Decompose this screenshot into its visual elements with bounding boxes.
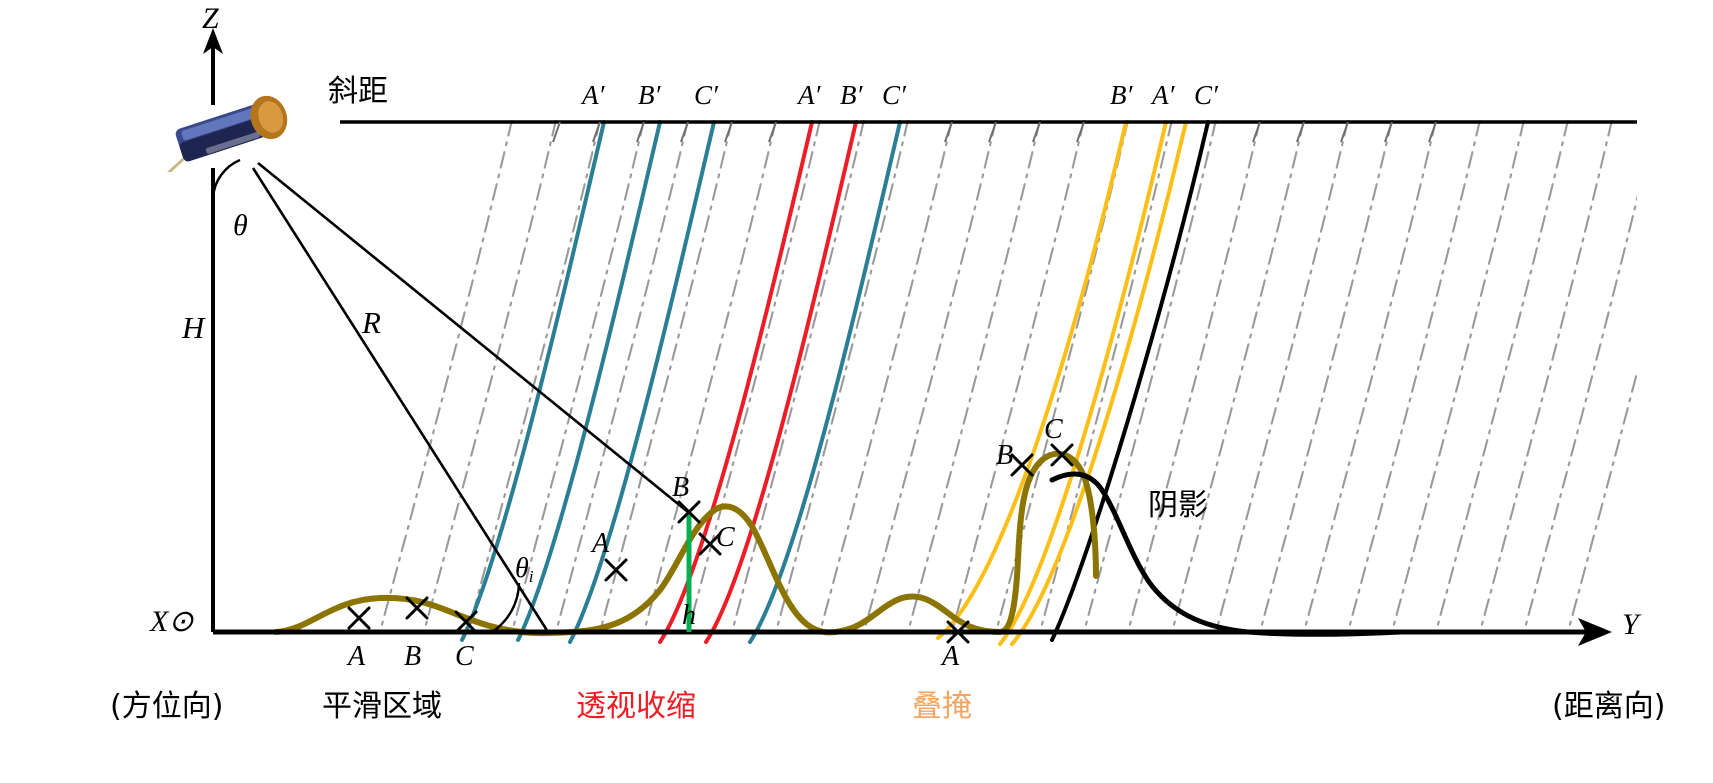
y-axis-arrowhead xyxy=(1578,618,1612,646)
slant-label-smooth-B: B′ xyxy=(638,80,661,110)
marker-layover-C xyxy=(1050,443,1074,467)
ground-label-smooth-C: C xyxy=(455,641,474,672)
slant-label-fore-B: B′ xyxy=(840,80,863,110)
marker-layover-B xyxy=(1010,453,1034,477)
hill-label-layover-C: C xyxy=(1044,414,1063,445)
ray-shadow xyxy=(1050,120,1210,642)
terrain-height-label: h xyxy=(682,600,696,631)
incidence-angle-arc xyxy=(491,582,521,634)
slant-label-layover-A: A′ xyxy=(1152,80,1175,110)
beam-slant-range-R xyxy=(257,161,689,514)
slant-range-label: 斜距 xyxy=(328,74,388,109)
foreshortening-bounding-ray xyxy=(748,120,902,644)
ground-label-layover-A: A xyxy=(942,641,960,672)
slant-label-smooth-A: A′ xyxy=(582,80,605,110)
caption-layover: 叠掩 xyxy=(912,689,972,724)
ray-layover-C xyxy=(1010,120,1188,646)
layover-rays xyxy=(936,120,1188,646)
ray-layover-B xyxy=(936,120,1128,640)
shadow-boundary-ray xyxy=(1050,120,1210,642)
x-axis-label: X⊙ xyxy=(150,605,194,638)
height-label: H xyxy=(182,310,205,345)
z-axis-arrowhead xyxy=(203,28,223,54)
z-axis-label: Z xyxy=(202,2,219,35)
iso-range-arcs xyxy=(379,120,1637,630)
marker-fore-C xyxy=(698,532,722,556)
slant-label-fore-C: C′ xyxy=(882,80,906,110)
caption-azimuth: (方位向) xyxy=(110,689,224,724)
look-angle-label: θ xyxy=(233,209,248,242)
slant-label-layover-B: B′ xyxy=(1110,80,1133,110)
ray-smooth-B xyxy=(516,120,662,642)
incidence-angle-subscript: i xyxy=(528,566,534,586)
ray-fore-C xyxy=(748,120,902,644)
look-angle-arc xyxy=(211,158,241,199)
incidence-angle-label: θi xyxy=(515,553,534,587)
ground-label-smooth-B: B xyxy=(404,641,422,672)
marker-fore-B xyxy=(677,500,701,524)
ray-layover-A xyxy=(998,120,1168,646)
foreshortening-rays xyxy=(658,120,858,644)
ray-fore-right xyxy=(704,120,858,644)
caption-range: (距离向) xyxy=(1552,689,1666,724)
marker-smooth-B xyxy=(405,596,429,620)
ray-smooth-A xyxy=(460,120,606,642)
ray-fore-left xyxy=(658,120,814,644)
hill-label-layover-B: B xyxy=(996,440,1014,471)
shadow-label: 阴影 xyxy=(1148,488,1208,523)
hill-label-fore-B: B xyxy=(672,472,690,503)
caption-foreshortening: 透视收缩 xyxy=(576,689,696,724)
ground-label-smooth-A: A xyxy=(348,641,366,672)
slant-label-layover-C: C′ xyxy=(1194,80,1218,110)
slant-label-smooth-C: C′ xyxy=(694,80,718,110)
smooth-region-rays xyxy=(460,120,716,644)
sar-satellite-icon xyxy=(161,95,288,172)
y-axis-label: Y xyxy=(1622,608,1639,641)
hill-label-fore-C: C xyxy=(716,522,735,553)
beam-near-edge xyxy=(251,167,550,633)
hill-label-fore-A: A xyxy=(592,528,610,559)
slant-range-R-label: R xyxy=(362,305,381,340)
marker-layover-A xyxy=(946,620,970,644)
slant-range-ticks xyxy=(552,121,1437,143)
marker-smooth-A xyxy=(347,606,371,630)
ray-smooth-C xyxy=(568,120,716,644)
slant-label-fore-A: A′ xyxy=(798,80,821,110)
marker-smooth-C xyxy=(454,610,478,634)
caption-smooth-region: 平滑区域 xyxy=(322,689,442,724)
incidence-angle-theta: θ xyxy=(515,553,529,584)
marker-fore-A xyxy=(604,558,628,582)
point-markers xyxy=(347,443,1074,644)
